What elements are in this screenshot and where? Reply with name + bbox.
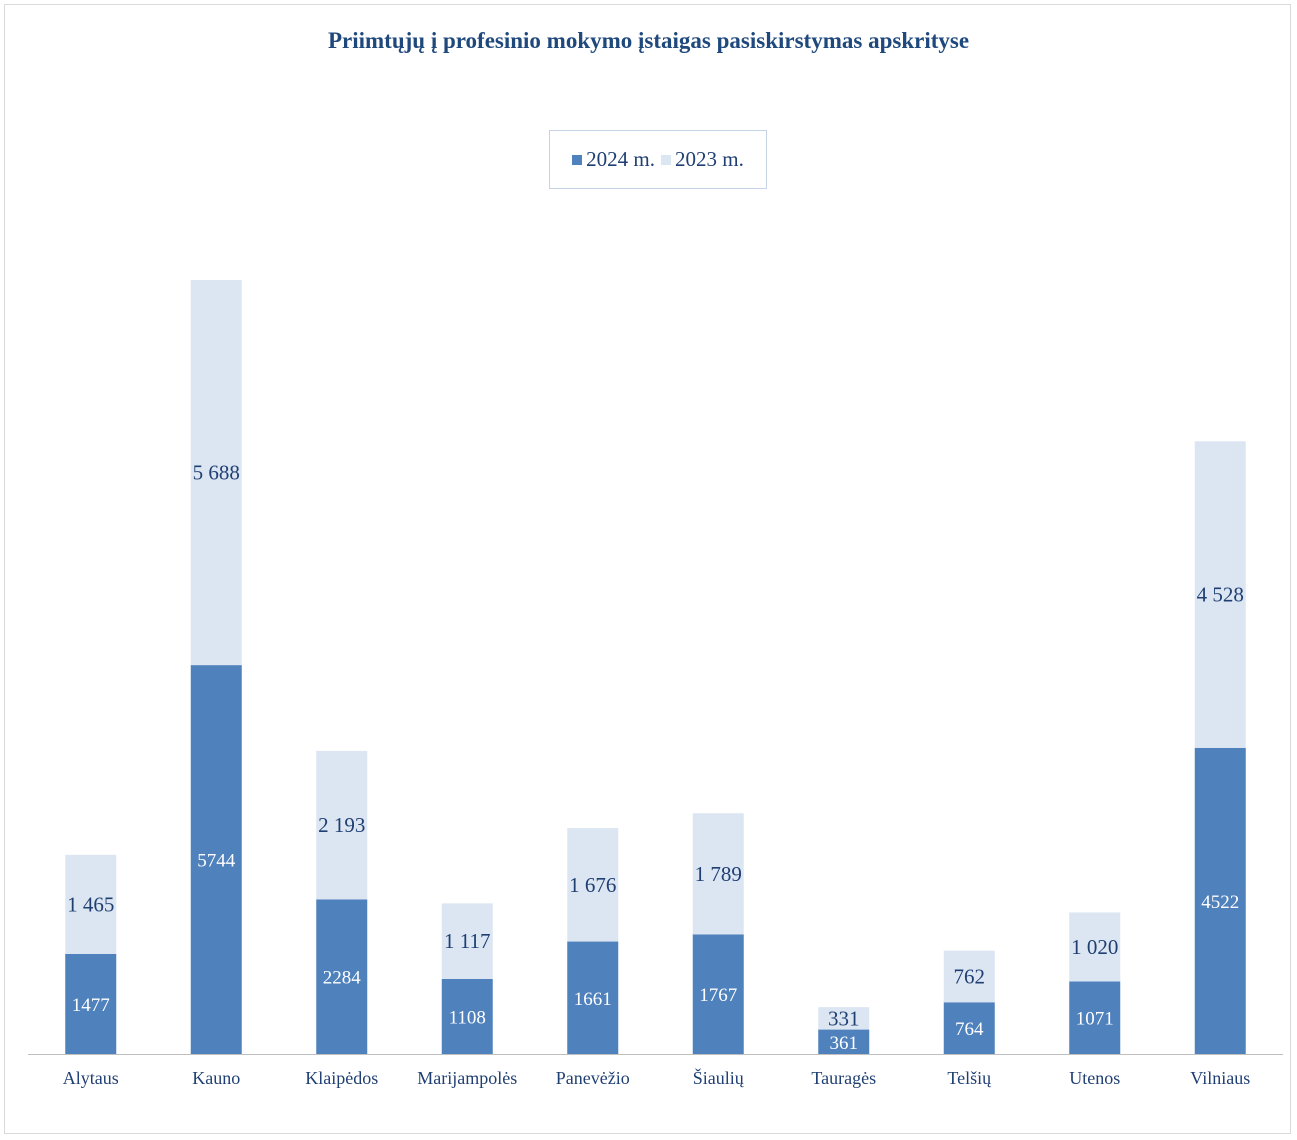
data-label-2023-6: 331 (828, 1006, 860, 1030)
category-label-7: Telšių (947, 1068, 992, 1088)
bar-2024-1 (190, 665, 242, 1054)
category-label-6: Tauragės (811, 1068, 876, 1088)
legend-item-2023: 2023 m. (661, 147, 744, 172)
bar-2024-4 (567, 941, 619, 1054)
data-label-2024-9: 4522 (1201, 892, 1239, 913)
legend: 2024 m. 2023 m. (549, 130, 767, 189)
bar-2023-8 (1069, 912, 1121, 982)
bar-2023-4 (567, 828, 619, 942)
bar-2024-8 (1069, 981, 1121, 1054)
chart-title: Priimtųjų į profesinio mokymo įstaigas p… (327, 28, 970, 53)
category-label-1: Kauno (192, 1068, 240, 1088)
category-label-9: Vilniaus (1190, 1068, 1250, 1088)
bar-2024-6 (818, 1029, 870, 1054)
legend-label-2023: 2023 m. (675, 147, 744, 171)
data-label-2024-5: 1767 (699, 985, 737, 1006)
bar-2023-9 (1194, 441, 1246, 748)
bar-2024-2 (316, 899, 368, 1054)
bar-2023-2 (316, 750, 368, 900)
bar-2024-7 (943, 1002, 995, 1054)
data-label-2023-7: 762 (954, 964, 986, 988)
data-label-2023-3: 1 117 (444, 929, 490, 953)
bar-2023-6 (818, 1007, 870, 1030)
data-label-2024-3: 1108 (449, 1007, 486, 1028)
legend-item-2024: 2024 m. (572, 147, 655, 172)
data-label-2024-7: 764 (955, 1019, 984, 1040)
bar-2023-1 (190, 280, 242, 666)
category-label-3: Marijampolės (417, 1068, 517, 1088)
legend-swatch-2023 (661, 154, 671, 165)
legend-swatch-2024 (572, 154, 583, 165)
bar-2024-0 (65, 954, 117, 1054)
category-label-8: Utenos (1069, 1068, 1120, 1088)
bar-2023-0 (65, 854, 117, 955)
data-label-2024-1: 5744 (197, 851, 236, 872)
data-label-2023-2: 2 193 (318, 813, 365, 837)
bar-2024-9 (1194, 747, 1246, 1054)
bar-2023-3 (441, 903, 493, 979)
data-label-2023-4: 1 676 (569, 873, 616, 897)
data-label-2024-4: 1661 (574, 989, 612, 1010)
data-label-2023-8: 1 020 (1071, 935, 1118, 959)
bar-2024-5 (692, 934, 744, 1054)
data-label-2024-6: 361 (830, 1033, 859, 1054)
data-label-2023-5: 1 789 (695, 862, 742, 886)
legend-label-2024: 2024 m. (586, 147, 655, 171)
category-label-0: Alytaus (63, 1068, 119, 1088)
category-label-5: Šiaulių (693, 1067, 745, 1088)
category-label-4: Panevėžio (556, 1068, 630, 1088)
data-label-2023-0: 1 465 (67, 892, 114, 916)
bar-2023-5 (692, 813, 744, 935)
bar-2024-3 (441, 978, 493, 1054)
category-label-2: Klaipėdos (305, 1068, 378, 1088)
data-label-2023-1: 5 688 (193, 461, 240, 485)
data-label-2024-2: 2284 (323, 968, 362, 989)
data-label-2023-9: 4 528 (1197, 583, 1244, 607)
data-label-2024-8: 1071 (1076, 1009, 1114, 1030)
bar-2023-7 (943, 950, 995, 1003)
data-label-2024-0: 1477 (72, 995, 110, 1016)
